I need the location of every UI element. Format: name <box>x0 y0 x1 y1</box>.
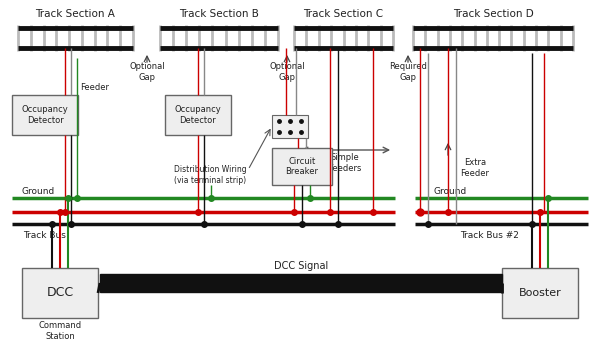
Text: Feeder: Feeder <box>80 83 109 92</box>
Text: Circuit
Breaker: Circuit Breaker <box>286 157 319 176</box>
Text: Distribution Wiring
(via terminal strip): Distribution Wiring (via terminal strip) <box>173 165 247 185</box>
Bar <box>272 115 308 138</box>
Text: Optional
Gap: Optional Gap <box>129 62 165 82</box>
Text: Occupancy
Detector: Occupancy Detector <box>22 105 68 125</box>
Bar <box>502 268 578 318</box>
Text: Extra
Feeder: Extra Feeder <box>461 158 490 178</box>
Bar <box>272 148 332 185</box>
Text: Command
Station: Command Station <box>38 321 82 341</box>
Text: Track Section C: Track Section C <box>303 9 383 19</box>
Text: Ground: Ground <box>22 187 55 196</box>
Text: Track Section A: Track Section A <box>35 9 115 19</box>
Bar <box>22 268 98 318</box>
Text: DCC Signal: DCC Signal <box>274 261 328 271</box>
Text: Optional
Gap: Optional Gap <box>269 62 305 82</box>
Text: DCC: DCC <box>46 286 74 299</box>
Bar <box>100 274 502 292</box>
Bar <box>165 95 231 135</box>
Text: Track Bus: Track Bus <box>23 231 67 240</box>
Text: Booster: Booster <box>518 288 562 298</box>
Text: Track Section D: Track Section D <box>452 9 533 19</box>
Text: Occupancy
Detector: Occupancy Detector <box>175 105 221 125</box>
Text: Ground: Ground <box>433 187 467 196</box>
Text: Required
Gap: Required Gap <box>389 62 427 82</box>
Text: Simple
Feeders: Simple Feeders <box>328 153 362 173</box>
Text: Track Bus #2: Track Bus #2 <box>461 231 520 240</box>
Text: Track Section B: Track Section B <box>179 9 259 19</box>
Bar <box>12 95 78 135</box>
